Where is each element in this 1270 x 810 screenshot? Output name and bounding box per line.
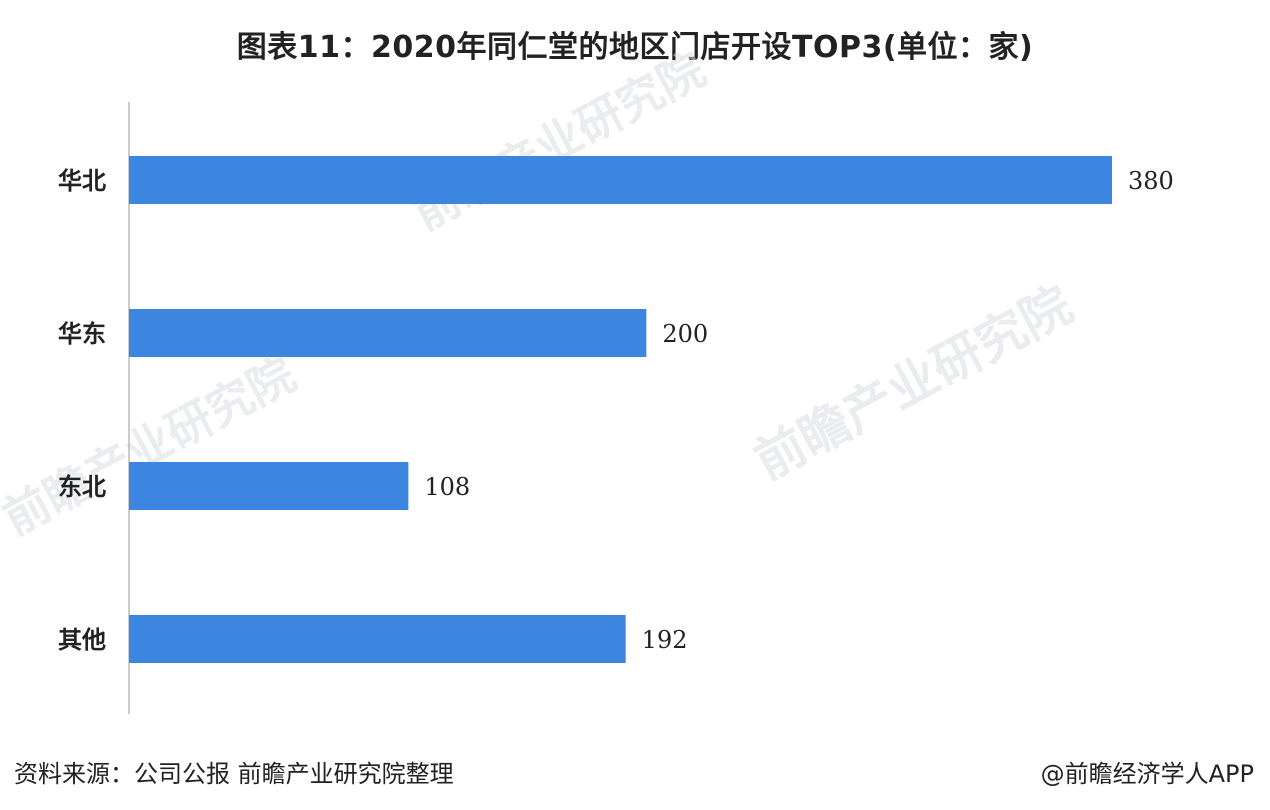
- bar: [129, 615, 626, 663]
- chart-title: 图表11：2020年同仁堂的地区门店开设TOP3(单位：家): [236, 30, 1034, 65]
- bar: [129, 309, 647, 357]
- bar: [129, 462, 409, 510]
- value-label: 108: [424, 473, 470, 501]
- bars-group: 华北 380 华东 200 东北 108 其他 192: [58, 156, 1174, 663]
- credit-note: @前瞻经济学人APP: [1040, 760, 1254, 788]
- bar: [129, 156, 1112, 204]
- category-label: 东北: [58, 473, 106, 501]
- source-note: 资料来源：公司公报 前瞻产业研究院整理: [14, 760, 454, 788]
- value-label: 192: [642, 626, 688, 654]
- category-label: 华东: [58, 320, 106, 348]
- value-label: 380: [1128, 167, 1174, 195]
- value-label: 200: [662, 320, 708, 348]
- category-label: 华北: [58, 167, 106, 195]
- category-label: 其他: [58, 626, 106, 654]
